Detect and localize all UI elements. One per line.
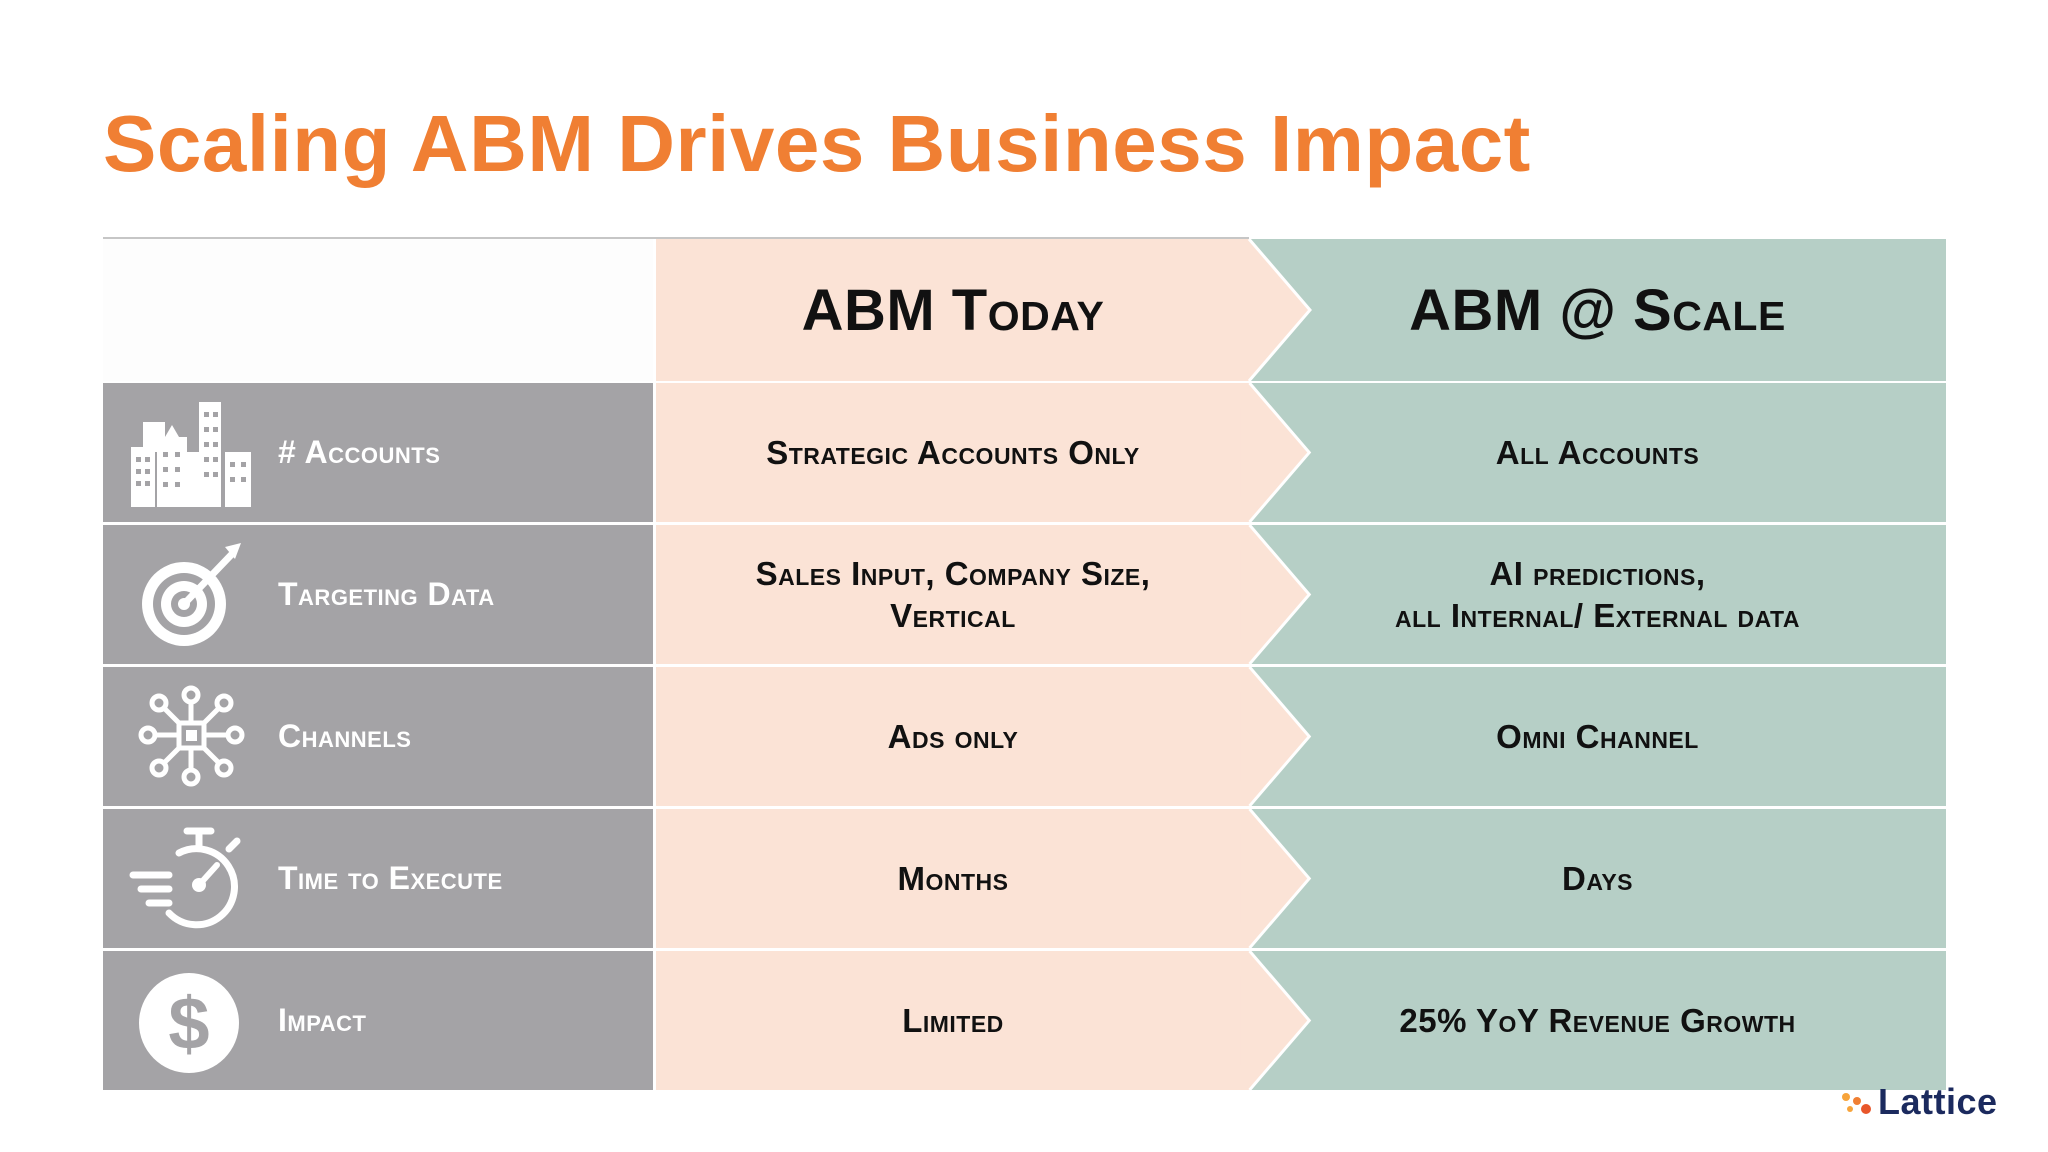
target-icon	[142, 543, 241, 646]
dollar-icon: $	[139, 973, 239, 1073]
chevron-arrow	[1240, 239, 1312, 381]
header-blank-cell	[103, 239, 653, 381]
abm-scale-cell: AI predictions, all Internal/ External d…	[1249, 525, 1946, 664]
abm-scale-cell: 25% YoY Revenue Growth	[1249, 951, 1946, 1090]
network-icon	[138, 685, 245, 787]
category-label: Targeting Data	[278, 576, 495, 612]
column-header-today: ABM Today	[656, 239, 1250, 381]
abm-today-cell: Limited	[656, 951, 1250, 1090]
category-cell: $ Impact	[103, 951, 653, 1090]
table-row: Targeting Data Sales Input, Company Size…	[0, 525, 2048, 664]
abm-scale-cell: Omni Channel	[1249, 667, 1946, 806]
divider	[103, 237, 1249, 239]
abm-today-cell: Ads only	[656, 667, 1250, 806]
chevron-arrow	[1240, 383, 1312, 522]
abm-scale-cell: Days	[1249, 809, 1946, 948]
stopwatch-icon	[129, 827, 241, 929]
chevron-arrow	[1240, 951, 1312, 1090]
lattice-mark-icon	[1842, 1093, 1871, 1114]
category-label: Impact	[278, 1002, 367, 1038]
buildings-icon	[131, 402, 251, 507]
chevron-arrow	[1240, 525, 1312, 664]
slide-title: Scaling ABM Drives Business Impact	[103, 99, 1531, 188]
table-row: Time to Execute Months Days	[0, 809, 2048, 948]
category-cell: Time to Execute	[103, 809, 653, 948]
category-cell: # Accounts	[103, 383, 653, 522]
chevron-arrow	[1240, 809, 1312, 948]
chevron-arrow	[1240, 667, 1312, 806]
abm-today-cell: Strategic Accounts Only	[656, 383, 1250, 522]
abm-today-cell: Months	[656, 809, 1250, 948]
column-header-scale: ABM @ Scale	[1249, 239, 1946, 381]
table-row: Channels Ads only Omni Channel	[0, 667, 2048, 806]
abm-scale-cell: All Accounts	[1249, 383, 1946, 522]
table-header: ABM Today ABM @ Scale	[0, 239, 2048, 381]
svg-text:$: $	[168, 982, 209, 1065]
category-cell: Targeting Data	[103, 525, 653, 664]
category-cell: Channels	[103, 667, 653, 806]
category-label: # Accounts	[278, 434, 441, 470]
category-label: Time to Execute	[278, 860, 503, 896]
category-label: Channels	[278, 718, 412, 754]
lattice-logo: Lattice	[1840, 1078, 1998, 1126]
abm-today-cell: Sales Input, Company Size, Vertical	[656, 525, 1250, 664]
table-row: $ Impact Limited 25% YoY Revenue Growth	[0, 951, 2048, 1090]
table-row: # Accounts Strategic Accounts Only All A…	[0, 383, 2048, 522]
logo-text: Lattice	[1878, 1081, 1998, 1122]
